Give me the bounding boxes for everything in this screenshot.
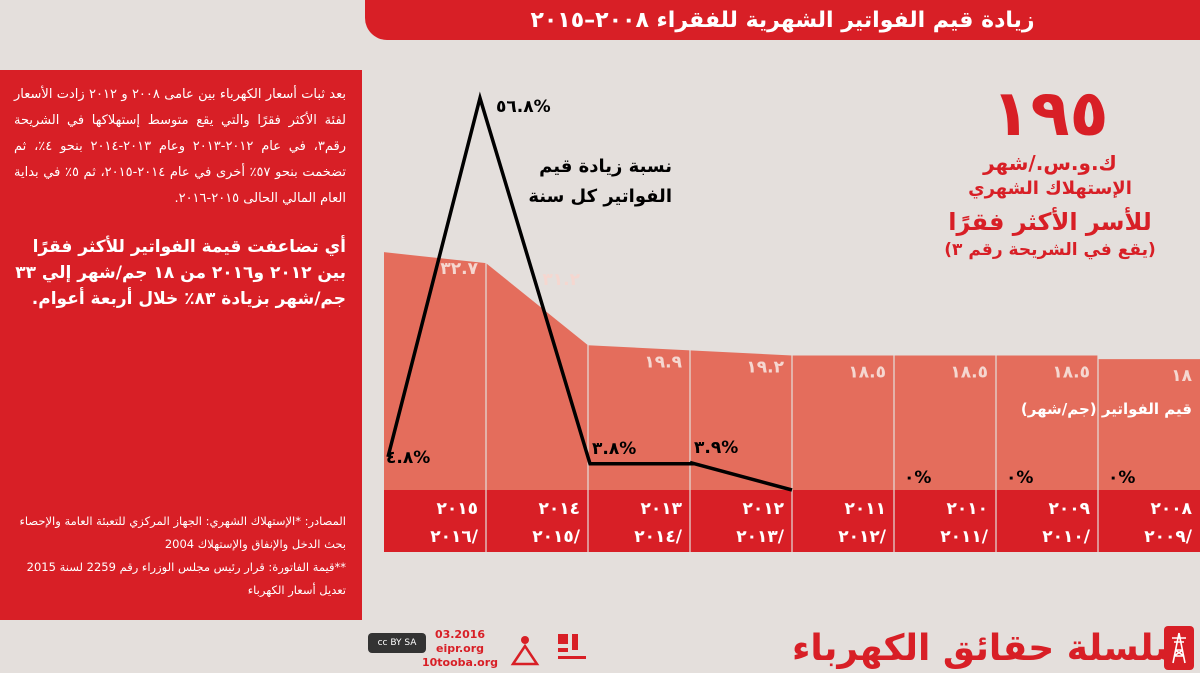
eipr-logo-icon — [510, 636, 540, 666]
source-line: **قيمة الفاتورة: قرار رئيس مجلس الوزراء … — [26, 560, 346, 597]
year-label-end: ٢٠١٣/ — [736, 527, 785, 547]
percent-label: ٤.٨% — [386, 448, 430, 468]
title-bar: زيادة قيم الفواتير الشهرية للفقراء ٢٠٠٨–… — [365, 0, 1200, 40]
bar-value-label: ١٨ — [1171, 366, 1192, 386]
source-line: المصادر: *الإستهلاك الشهري: الجهاز المرك… — [19, 514, 347, 551]
year-label-start: ٢٠١١ — [844, 499, 886, 519]
year-label-start: ٢٠٠٨ — [1150, 499, 1192, 519]
page-title: زيادة قيم الفواتير الشهرية للفقراء ٢٠٠٨–… — [530, 7, 1035, 33]
line-series-label: نسبة زيادة قيم الفواتير كل سنة — [528, 156, 672, 207]
year-label-start: ٢٠٠٩ — [1048, 499, 1090, 519]
bar-value-label: ١٨.٥ — [848, 362, 886, 382]
year-label-end: ٢٠١٥/ — [532, 527, 581, 547]
year-label-end: ٢٠١٦/ — [430, 527, 479, 547]
year-label-start: ٢٠١٥ — [436, 499, 478, 519]
percent-label: ٠% — [1006, 468, 1033, 488]
summary-paragraph: أي تضاعفت قيمة الفواتير للأكثر فقرًا بين… — [15, 237, 346, 309]
series-title: سلسلة حقائق الكهرباء — [791, 628, 1190, 669]
year-label-end: ٢٠١٤/ — [634, 527, 683, 547]
consumption-unit: ك.و.س./شهر — [983, 151, 1117, 175]
left-panel: بعد ثبات أسعار الكهرباء بين عامى ٢٠٠٨ و … — [0, 70, 362, 620]
10tooba-logo-icon — [558, 634, 586, 659]
consumption-value: ١٩٥ — [991, 77, 1109, 151]
consumption-label: الإستهلاك الشهري — [968, 178, 1132, 199]
percent-line — [386, 91, 793, 492]
year-label-end: ٢٠٠٩/ — [1144, 527, 1193, 547]
area-series-label: قيم الفواتير (جم/شهر) — [1021, 400, 1192, 418]
bar-value-label: ٣٢.٧ — [440, 259, 478, 279]
consumption-info: ١٩٥ ك.و.س./شهر الإستهلاك الشهري للأسر ال… — [900, 78, 1200, 262]
footer-meta: 03.2016 eipr.org 10tooba.org — [420, 628, 500, 670]
sources: المصادر: *الإستهلاك الشهري: الجهاز المرك… — [14, 510, 347, 602]
year-label-start: ٢٠١٠ — [946, 499, 988, 519]
bar-value-label: ١٩.٩ — [644, 352, 682, 372]
percent-label: ٥٦.٨% — [496, 97, 551, 117]
percent-label: ٠% — [1108, 468, 1135, 488]
intro-paragraph: بعد ثبات أسعار الكهرباء بين عامى ٢٠٠٨ و … — [14, 87, 346, 206]
footer-link-eipr[interactable]: eipr.org — [436, 642, 484, 655]
bar-value-label: ١٩.٢ — [746, 357, 784, 377]
year-label-start: ٢٠١٤ — [538, 499, 580, 519]
footer-link-10tooba[interactable]: 10tooba.org — [421, 656, 498, 669]
year-label-end: ٢٠١١/ — [940, 527, 989, 547]
percent-label: ٣.٨% — [592, 439, 636, 459]
year-label-start: ٢٠١٢ — [742, 499, 784, 519]
year-label-end: ٢٠١٠/ — [1042, 527, 1091, 547]
year-label-start: ٢٠١٣ — [640, 499, 682, 519]
group-label: للأسر الأكثر فقرًا — [948, 208, 1152, 236]
power-pylon-icon — [1172, 632, 1186, 664]
percent-label: ٠% — [904, 468, 931, 488]
footer-date: 03.2016 — [434, 628, 486, 641]
bar-value-label: ٣١.٢ — [542, 270, 580, 290]
bar-value-label: ١٨.٥ — [950, 362, 988, 382]
bar-value-label: ١٨.٥ — [1052, 362, 1090, 382]
year-label-end: ٢٠١٢/ — [838, 527, 887, 547]
cc-license-icon: cc BY SA — [368, 633, 426, 653]
bracket-label: (يقع في الشريحة رقم ٣) — [944, 240, 1156, 260]
percent-label: ٣.٩% — [694, 438, 738, 458]
